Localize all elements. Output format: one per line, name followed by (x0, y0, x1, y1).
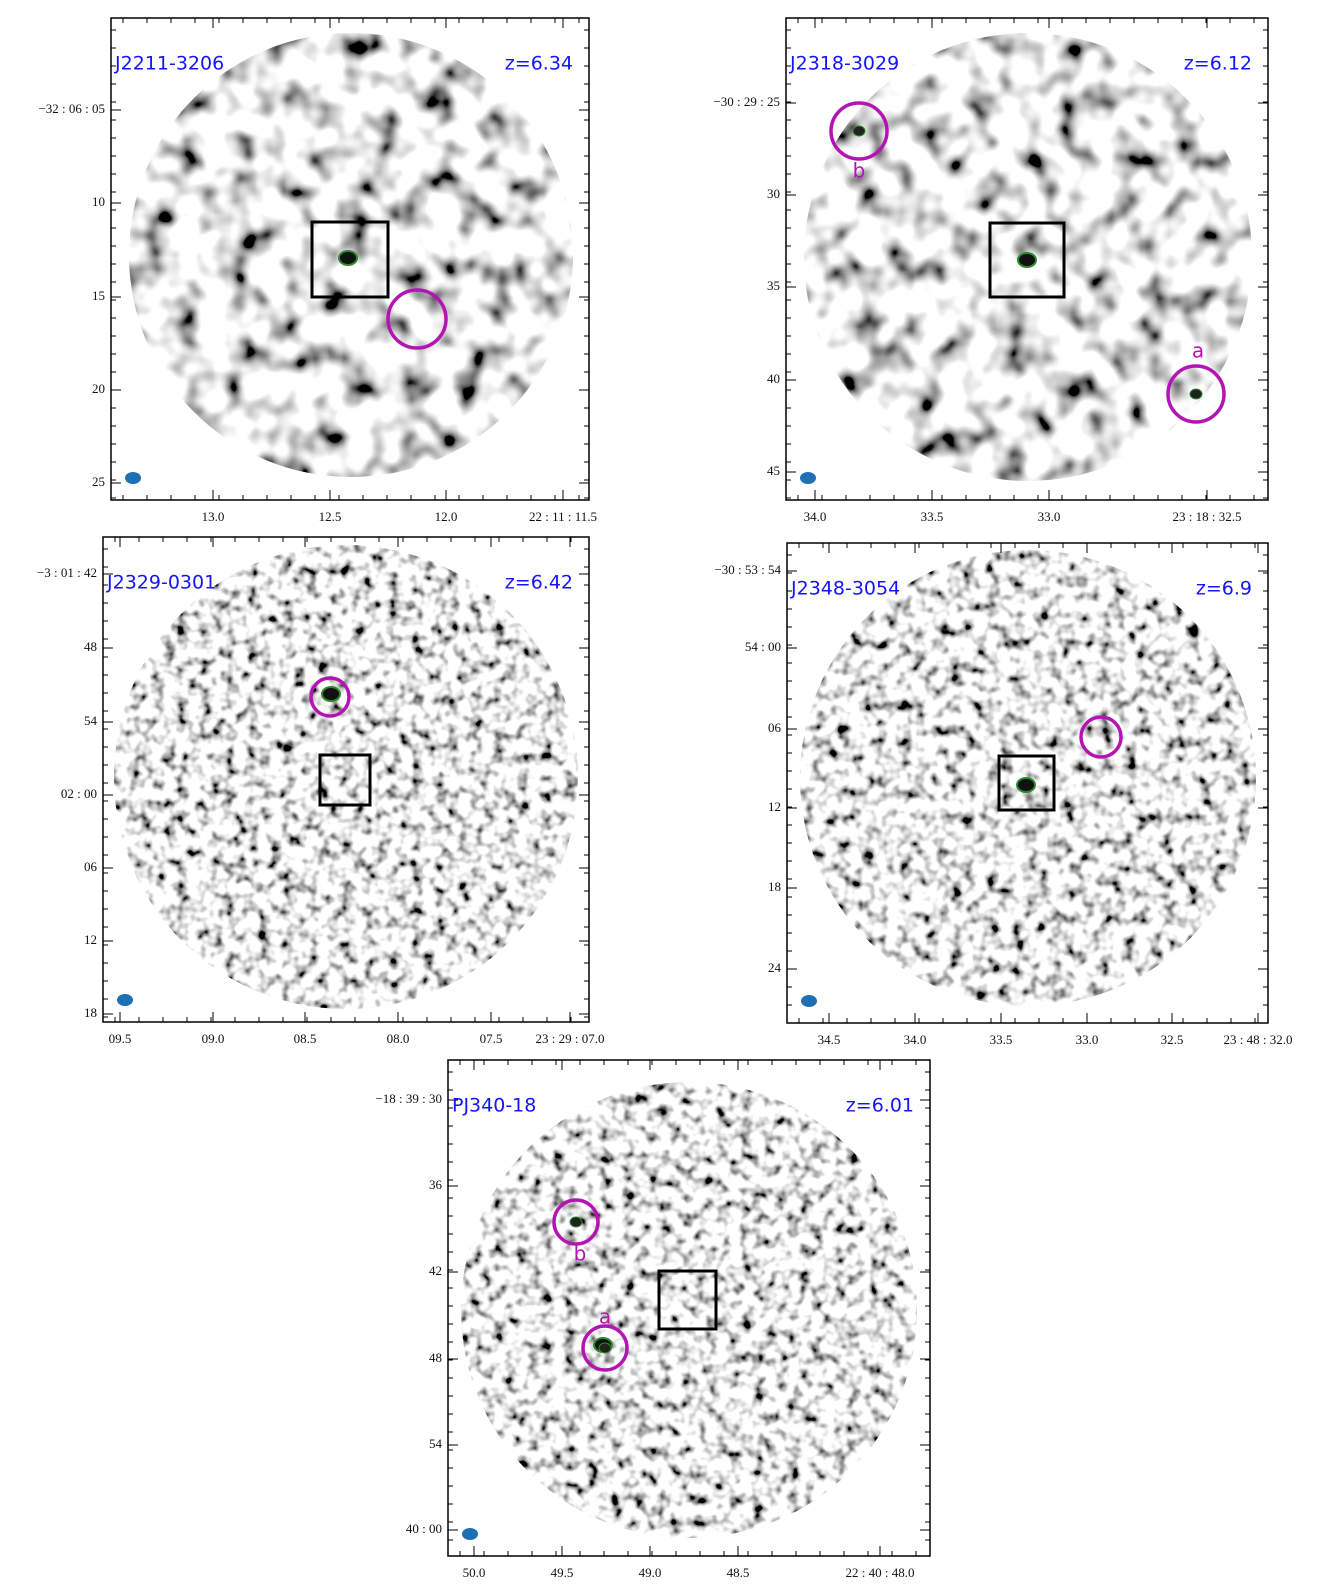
companion (1190, 389, 1202, 399)
x-tick-label: 09.5 (109, 1031, 132, 1046)
y-tick-label: 54 : 00 (745, 639, 781, 654)
companion-label: b (853, 159, 866, 183)
x-tick-label: 23 : 18 : 32.5 (1173, 509, 1242, 524)
source-name: J2318-3029 (789, 53, 899, 75)
x-tick-label: 34.0 (904, 1032, 927, 1047)
x-tick-label: 22 : 11 : 11.5 (529, 509, 597, 524)
companion-label: a (1192, 339, 1204, 363)
source-name: J2348-3054 (790, 578, 900, 600)
companion-label: b (574, 1242, 587, 1266)
y-tick-label: 45 (767, 463, 780, 478)
panel: −30 : 29 : 25 30 35 40 45 34.0 33.5 33.0 23 : 18… (713, 18, 1268, 524)
x-tick-label: 08.0 (387, 1031, 410, 1046)
redshift: z=6.9 (1196, 578, 1252, 600)
x-tick-label: 33.5 (990, 1032, 1013, 1047)
y-tick-label: 06 (84, 859, 98, 874)
beam (117, 994, 133, 1006)
panel: −32 : 06 : 05 10 15 20 25 13.0 12.5 12.0 22 : 11… (38, 18, 597, 524)
sky-image (461, 1082, 917, 1538)
y-tick-label: 10 (92, 194, 105, 209)
beam (125, 472, 141, 484)
source-name: J2329-0301 (106, 572, 216, 594)
source-name: J2211-3206 (114, 53, 224, 75)
y-tick-label: 40 : 00 (406, 1521, 442, 1536)
x-tick-label: 23 : 29 : 07.0 (536, 1031, 605, 1046)
y-tick-label: 30 (767, 186, 780, 201)
y-tick-label: −18 : 39 : 30 (375, 1091, 442, 1106)
y-tick-label: 06 (768, 720, 782, 735)
y-tick-label: −30 : 53 : 54 (714, 562, 781, 577)
x-tick-label: 48.5 (727, 1565, 750, 1580)
companion (599, 1343, 611, 1353)
y-tick-label: 54 (429, 1436, 443, 1451)
companion (853, 126, 865, 136)
panel: −30 : 53 : 54 54 : 00 06 12 18 24 34.5 34.0 33.5… (714, 543, 1292, 1047)
companion (570, 1217, 582, 1227)
x-tick-label: 32.5 (1161, 1032, 1184, 1047)
y-tick-label: 20 (92, 381, 105, 396)
source (1017, 778, 1035, 792)
beam (800, 472, 816, 484)
x-tick-label: 33.0 (1076, 1032, 1099, 1047)
source (1018, 253, 1036, 267)
x-tick-label: 09.0 (202, 1031, 225, 1046)
y-tick-label: 48 (429, 1350, 442, 1365)
x-tick-label: 50.0 (463, 1565, 486, 1580)
source-name: PJ340-18 (452, 1095, 536, 1117)
y-tick-label: −32 : 06 : 05 (38, 101, 105, 116)
companion-label: a (599, 1305, 611, 1329)
x-tick-label: 49.5 (551, 1565, 574, 1580)
x-tick-label: 12.0 (435, 509, 458, 524)
y-tick-label: 18 (768, 879, 781, 894)
y-tick-label: 40 (767, 371, 780, 386)
figure: −32 : 06 : 05 10 15 20 25 13.0 12.5 12.0 22 : 11… (0, 0, 1336, 1595)
y-tick-label: 42 (429, 1263, 442, 1278)
y-tick-label: 36 (429, 1177, 443, 1192)
x-tick-label: 07.5 (480, 1031, 503, 1046)
source (322, 687, 340, 701)
y-tick-label: 48 (84, 639, 97, 654)
x-tick-label: 23 : 48 : 32.0 (1224, 1032, 1293, 1047)
redshift: z=6.34 (505, 53, 573, 75)
x-tick-label: 33.5 (921, 509, 944, 524)
x-tick-label: 12.5 (319, 509, 342, 524)
redshift: z=6.12 (1184, 53, 1252, 75)
y-tick-label: 18 (84, 1005, 97, 1020)
x-tick-label: 49.0 (639, 1565, 662, 1580)
beam (462, 1528, 478, 1540)
y-tick-label: 35 (767, 278, 780, 293)
y-tick-label: 15 (92, 288, 105, 303)
source (339, 251, 357, 265)
panel: −18 : 39 : 30 36 42 48 54 40 : 00 50.0 49.5 49.0… (375, 1060, 930, 1580)
y-tick-label: 12 (84, 932, 97, 947)
x-tick-label: 34.5 (818, 1032, 841, 1047)
x-tick-label: 13.0 (202, 509, 225, 524)
y-tick-label: 25 (92, 474, 105, 489)
x-tick-label: 34.0 (804, 509, 827, 524)
sky-image (114, 545, 578, 1009)
x-tick-label: 22 : 40 : 48.0 (846, 1565, 915, 1580)
y-tick-label: 02 : 00 (61, 786, 97, 801)
x-tick-label: 08.5 (294, 1031, 317, 1046)
beam (801, 995, 817, 1007)
y-tick-label: 54 (84, 713, 98, 728)
y-tick-label: 24 (768, 960, 782, 975)
redshift: z=6.01 (846, 1095, 914, 1117)
redshift: z=6.42 (505, 572, 573, 594)
x-tick-label: 33.0 (1038, 509, 1061, 524)
panel: −3 : 01 : 42 48 54 02 : 00 06 12 18 09.5 09.0 08.… (37, 537, 605, 1046)
y-tick-label: 12 (768, 799, 781, 814)
y-tick-label: −30 : 29 : 25 (713, 94, 780, 109)
y-tick-label: −3 : 01 : 42 (37, 565, 97, 580)
